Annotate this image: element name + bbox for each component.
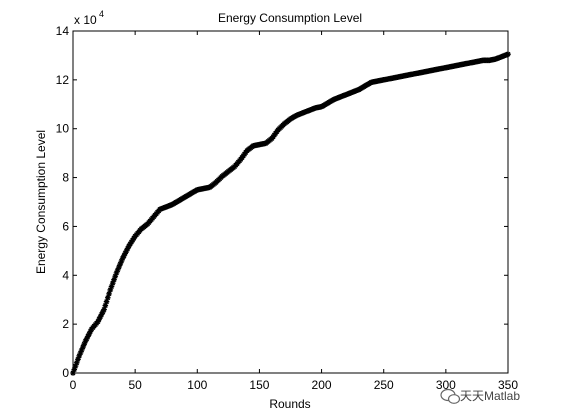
data-point-marker	[97, 314, 104, 320]
watermark-text: 天天Matlab	[460, 389, 520, 403]
y-tick-label: 2	[62, 317, 69, 331]
data-point-marker	[117, 261, 124, 267]
data-point-marker	[72, 363, 79, 369]
data-point-marker	[107, 287, 114, 293]
x-tick-label: 350	[498, 378, 518, 392]
data-point-marker	[78, 347, 85, 353]
data-point-marker	[112, 273, 119, 280]
data-point-marker	[75, 356, 81, 363]
wechat-icon	[440, 388, 461, 404]
data-point-marker	[80, 344, 86, 350]
x-tick-label: 250	[374, 378, 394, 392]
y-axis-ticks: 0 2 4 6 8 10 12 14	[56, 24, 508, 380]
data-point-marker	[105, 294, 111, 301]
data-point-marker	[119, 255, 126, 261]
data-point-marker	[82, 338, 89, 345]
data-point-marker	[77, 350, 84, 356]
data-point-marker	[86, 331, 92, 337]
y-axis-label: Energy Consumption Level	[34, 130, 48, 274]
data-point-marker	[111, 276, 117, 283]
y-tick-label: 10	[56, 122, 70, 136]
data-point-marker	[114, 267, 121, 273]
data-point-marker	[124, 245, 131, 252]
data-point-marker	[106, 291, 112, 297]
y-exponent-label: x 10 4	[74, 9, 104, 27]
x-tick-label: 300	[436, 378, 456, 392]
data-point-marker	[113, 270, 120, 276]
x-axis-ticks: 0 50 100 150 200 250 300 350	[70, 31, 518, 392]
data-point-marker	[96, 316, 102, 323]
chart-title: Energy Consumption Level	[218, 11, 362, 25]
data-point-marker	[71, 366, 78, 373]
data-point-marker	[73, 359, 80, 366]
data-point-marker	[83, 336, 90, 342]
x-tick-label: 100	[187, 378, 207, 392]
y-tick-label: 6	[62, 219, 69, 233]
y-exponent-power: 4	[99, 9, 104, 19]
data-point-marker	[116, 264, 122, 270]
data-point-marker	[118, 258, 125, 264]
data-point-marker	[70, 370, 76, 376]
data-point-marker	[81, 341, 87, 347]
data-point-marker	[108, 283, 115, 290]
x-tick-label: 200	[312, 378, 332, 392]
data-point-marker	[102, 302, 109, 309]
y-tick-label: 4	[62, 268, 69, 282]
y-tick-label: 8	[62, 171, 69, 185]
data-point-marker	[87, 328, 94, 335]
data-point-marker	[505, 51, 511, 58]
watermark: 天天Matlab	[440, 388, 520, 404]
data-point-marker	[98, 311, 105, 318]
data-point-marker	[103, 298, 110, 305]
data-point-marker	[76, 353, 83, 359]
x-tick-label: 0	[70, 378, 77, 392]
data-point-marker	[95, 318, 101, 325]
y-tick-label: 0	[62, 366, 69, 380]
data-point-marker	[109, 280, 116, 286]
data-point-marker	[85, 333, 91, 340]
data-point-marker	[123, 248, 130, 254]
data-point-marker	[121, 252, 127, 259]
x-tick-label: 50	[128, 378, 142, 392]
data-point-marker	[122, 250, 128, 257]
y-tick-label: 14	[56, 24, 70, 38]
data-point-marker	[100, 309, 106, 315]
x-tick-label: 150	[249, 378, 269, 392]
y-tick-label: 12	[56, 73, 70, 87]
x-axis-label: Rounds	[269, 397, 310, 411]
plot-area	[72, 30, 509, 374]
y-exponent-prefix: x 10	[74, 13, 97, 27]
series-markers	[70, 51, 511, 376]
data-point-marker	[101, 306, 107, 313]
